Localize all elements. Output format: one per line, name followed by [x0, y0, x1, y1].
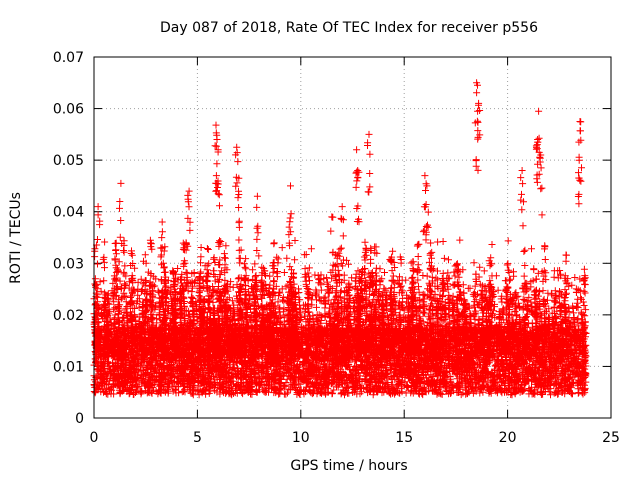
y-tick-label: 0.03: [53, 256, 84, 272]
y-tick-label: 0.02: [53, 308, 84, 324]
x-tick-label: 10: [292, 430, 310, 446]
x-tick-label: 25: [602, 430, 620, 446]
x-axis-label: GPS time / hours: [290, 458, 407, 474]
plot-frame: [93, 56, 612, 419]
roti-series-markers: [90, 79, 590, 399]
y-axis-label: ROTI / TECUs: [8, 192, 24, 284]
x-tick-label: 0: [90, 430, 99, 446]
y-tick-label: 0.07: [53, 50, 84, 66]
chart-title: Day 087 of 2018, Rate Of TEC Index for r…: [160, 20, 538, 36]
y-tick-label: 0: [75, 411, 84, 427]
x-tick-label: 20: [499, 430, 517, 446]
axis-ticks: 0 0.01 0.02 0.03 0.04 0.05 0.06 0.07 0 5 10 15 20 25: [53, 50, 620, 446]
y-tick-label: 0.05: [53, 153, 84, 169]
y-tick-label: 0.06: [53, 102, 84, 118]
data-points: [90, 79, 590, 399]
y-tick-label: 0.01: [53, 359, 84, 375]
x-tick-label: 15: [395, 430, 413, 446]
y-tick-label: 0.04: [53, 205, 84, 221]
x-tick-label: 5: [193, 430, 202, 446]
